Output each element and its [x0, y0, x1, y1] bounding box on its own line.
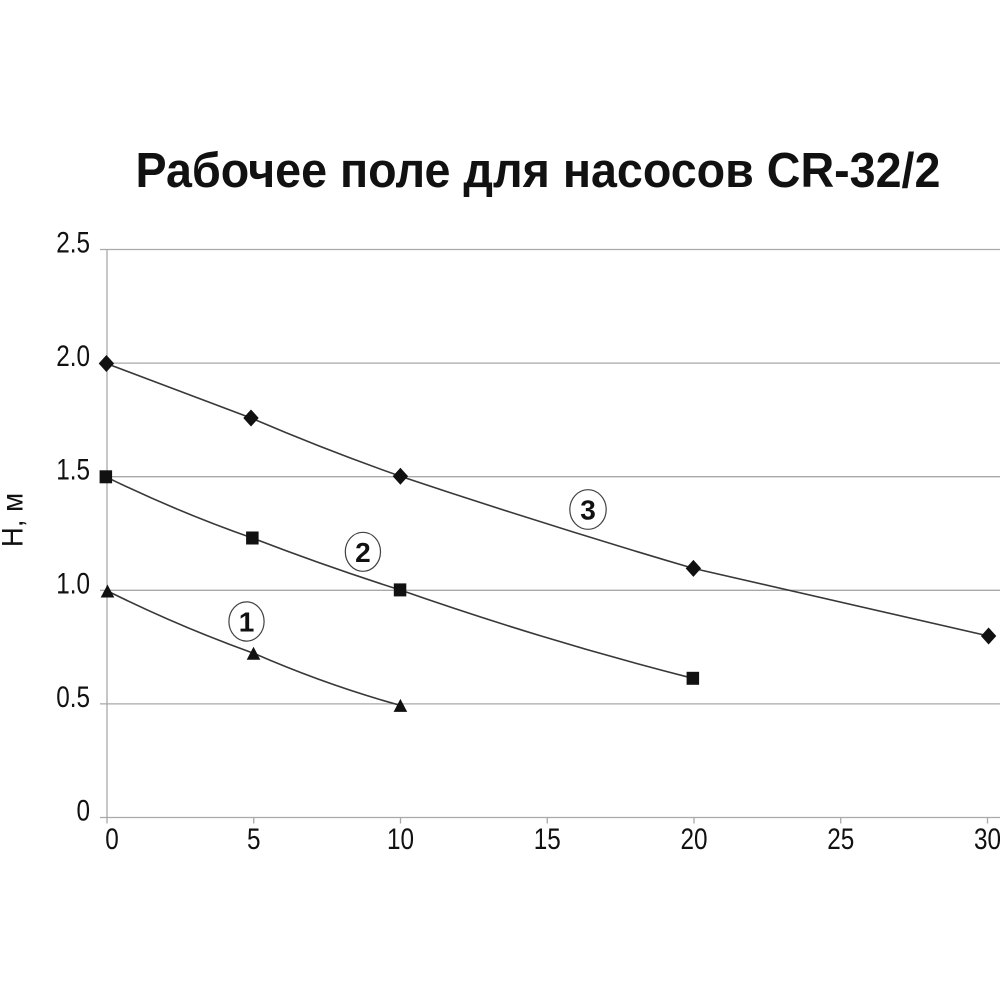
svg-text:0.5: 0.5 — [56, 679, 90, 713]
svg-text:2: 2 — [355, 537, 371, 568]
svg-text:15: 15 — [534, 822, 561, 856]
svg-text:5: 5 — [247, 822, 261, 856]
svg-text:20: 20 — [680, 822, 707, 856]
svg-text:2.0: 2.0 — [56, 339, 90, 373]
svg-text:3: 3 — [580, 495, 596, 526]
svg-text:25: 25 — [827, 822, 854, 856]
svg-text:30: 30 — [974, 822, 1000, 856]
svg-text:1.5: 1.5 — [56, 452, 90, 486]
svg-text:1.0: 1.0 — [56, 566, 90, 600]
svg-text:1: 1 — [239, 607, 255, 638]
svg-text:Н, м: Н, м — [0, 493, 30, 547]
svg-text:2.5: 2.5 — [56, 225, 90, 259]
svg-text:0: 0 — [105, 822, 119, 856]
svg-text:10: 10 — [387, 822, 414, 856]
svg-text:Рабочее поле для насосов CR-32: Рабочее поле для насосов CR-32/2 — [136, 144, 941, 198]
svg-text:0: 0 — [76, 793, 90, 827]
